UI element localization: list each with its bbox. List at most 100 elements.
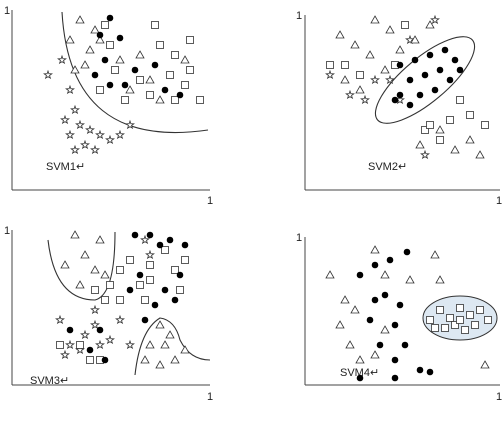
triangle-marker [435, 275, 445, 284]
dot-marker [141, 316, 149, 324]
decision-boundary [61, 11, 209, 134]
dot-marker [96, 326, 104, 334]
star-marker [115, 129, 125, 140]
triangle-marker [75, 280, 85, 289]
triangle-marker [380, 325, 390, 334]
dot-marker [116, 34, 124, 42]
square-marker [466, 111, 474, 119]
triangle-marker [90, 25, 100, 34]
dot-marker [136, 271, 144, 279]
dot-marker [426, 51, 434, 59]
square-marker [106, 41, 114, 49]
dot-marker [176, 271, 184, 279]
square-marker [441, 324, 449, 332]
square-marker [436, 306, 444, 314]
square-marker [446, 116, 454, 124]
triangle-marker [80, 60, 90, 69]
square-marker [106, 281, 114, 289]
square-marker [484, 316, 492, 324]
dot-marker [96, 31, 104, 39]
dot-marker [356, 271, 364, 279]
triangle-marker [95, 235, 105, 244]
dot-marker [171, 296, 179, 304]
dot-marker [391, 321, 399, 329]
dot-marker [176, 91, 184, 99]
dot-marker [151, 301, 159, 309]
star-marker [85, 124, 95, 135]
square-marker [136, 281, 144, 289]
triangle-marker [80, 250, 90, 259]
triangle-marker [70, 65, 80, 74]
dot-marker [86, 346, 94, 354]
x-max-label: 1 [207, 195, 213, 207]
triangle-marker [135, 50, 145, 59]
square-marker [141, 296, 149, 304]
dot-marker [421, 71, 429, 79]
square-marker [401, 21, 409, 29]
square-marker [146, 276, 154, 284]
star-marker [60, 349, 70, 360]
square-marker [171, 51, 179, 59]
star-marker [105, 334, 115, 345]
triangle-marker [430, 250, 440, 259]
star-marker [43, 69, 53, 80]
star-marker [370, 74, 380, 85]
dot-marker [403, 248, 411, 256]
panel-2: 1 1 SVM2↵ [296, 10, 502, 207]
triangle-marker [405, 275, 415, 284]
triangle-marker [85, 45, 95, 54]
dot-marker [411, 56, 419, 64]
star-marker [57, 54, 67, 65]
square-marker [101, 296, 109, 304]
dot-marker [106, 14, 114, 22]
triangle-marker [415, 140, 425, 149]
triangle-marker [465, 135, 475, 144]
decision-boundary [374, 36, 476, 124]
panel-1: 1 1 SVM1↵ [4, 5, 213, 207]
star-marker [325, 69, 335, 80]
triangle-marker [340, 295, 350, 304]
square-marker [151, 21, 159, 29]
square-marker [126, 256, 134, 264]
dot-marker [381, 291, 389, 299]
square-marker [76, 341, 84, 349]
square-marker [121, 96, 129, 104]
triangle-marker [355, 355, 365, 364]
star-marker [70, 104, 80, 115]
dot-marker [391, 374, 399, 382]
square-marker [471, 321, 479, 329]
star-marker [65, 339, 75, 350]
dot-marker [441, 46, 449, 54]
triangle-marker [370, 350, 380, 359]
square-marker [171, 266, 179, 274]
dot-marker [406, 76, 414, 84]
dot-marker [161, 86, 169, 94]
star-marker [75, 119, 85, 130]
square-marker [196, 96, 204, 104]
dot-marker [451, 56, 459, 64]
dot-marker [126, 286, 134, 294]
square-marker [456, 96, 464, 104]
dot-marker [391, 96, 399, 104]
dot-marker [91, 71, 99, 79]
star-marker [145, 249, 155, 260]
triangle-marker [155, 95, 165, 104]
dot-marker [436, 66, 444, 74]
decision-boundary [134, 317, 211, 376]
triangle-marker [380, 65, 390, 74]
square-marker [171, 96, 179, 104]
square-marker [481, 121, 489, 129]
square-marker [436, 136, 444, 144]
triangle-marker [170, 355, 180, 364]
square-marker [96, 86, 104, 94]
triangle-marker [450, 145, 460, 154]
square-marker [426, 316, 434, 324]
panel-label: SVM4↵ [340, 367, 379, 379]
triangle-marker [140, 355, 150, 364]
triangle-marker [160, 340, 170, 349]
dot-marker [406, 101, 414, 109]
square-marker [156, 41, 164, 49]
x-max-label: 1 [496, 195, 502, 207]
square-marker [91, 286, 99, 294]
square-marker [56, 341, 64, 349]
